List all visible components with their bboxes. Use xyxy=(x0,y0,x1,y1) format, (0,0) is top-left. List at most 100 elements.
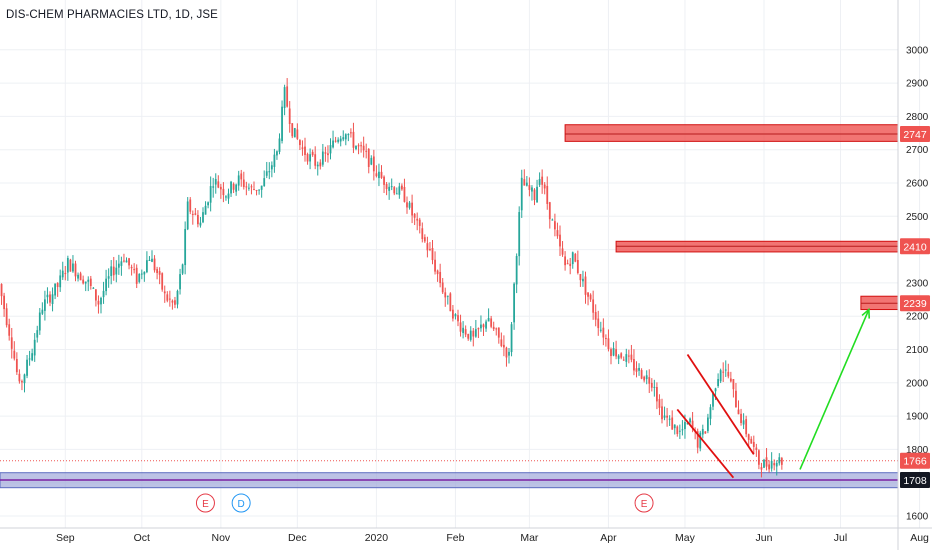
price-tick-label: 2700 xyxy=(906,145,929,156)
chart-title: DIS-CHEM PHARMACIES LTD, 1D, JSE xyxy=(6,9,218,21)
candle-body xyxy=(464,329,467,335)
candle-body xyxy=(26,359,28,376)
candle-body xyxy=(707,417,709,432)
candle-body xyxy=(408,202,411,208)
candle-body xyxy=(130,266,133,269)
candle-body xyxy=(719,370,722,382)
candle-body xyxy=(740,413,742,424)
candle-body xyxy=(681,429,684,431)
candle-body xyxy=(107,276,110,279)
candle-body xyxy=(163,291,166,294)
candle-body xyxy=(492,326,495,330)
candle-body xyxy=(503,344,505,348)
candle-body xyxy=(556,230,559,237)
candle-body xyxy=(23,374,26,384)
candle-body xyxy=(528,185,531,190)
candle-body xyxy=(627,355,630,357)
price-tick-label: 2600 xyxy=(906,179,929,190)
price-tick-label: 3000 xyxy=(906,45,929,56)
price-tick-label: 2100 xyxy=(906,345,929,356)
candle-body xyxy=(156,269,158,274)
candle-body xyxy=(612,348,615,356)
candle-body xyxy=(426,243,429,251)
candle-body xyxy=(617,355,620,359)
candle-body xyxy=(395,193,398,195)
candle-body xyxy=(579,274,582,281)
candle-body xyxy=(260,185,263,190)
candle-body xyxy=(212,186,215,188)
candle-body xyxy=(689,418,691,423)
candle-body xyxy=(316,164,319,167)
candle-body xyxy=(0,284,3,297)
candle-body xyxy=(235,184,238,192)
candle-body xyxy=(487,318,490,322)
candle-body xyxy=(515,256,518,285)
candle-body xyxy=(663,415,666,418)
candle-body xyxy=(505,347,508,358)
candle-body xyxy=(561,248,564,255)
candle-body xyxy=(385,184,388,189)
last-price-label-bg xyxy=(900,452,930,469)
event-marker-label: D xyxy=(238,499,245,510)
candle-body xyxy=(599,329,602,331)
time-tick-label: May xyxy=(675,532,696,544)
candle-body xyxy=(194,213,197,215)
candle-body xyxy=(587,292,589,297)
candle-body xyxy=(459,322,462,332)
time-tick-label: Sep xyxy=(56,532,75,544)
candle-body xyxy=(15,358,18,373)
candle-body xyxy=(755,447,758,450)
support-price-label-bg xyxy=(900,472,930,489)
candle-body xyxy=(293,128,296,138)
candle-body xyxy=(520,177,523,211)
candle-body xyxy=(403,186,406,202)
candle-body xyxy=(344,134,347,140)
candle-body xyxy=(370,157,373,165)
candle-body xyxy=(569,263,572,267)
price-tick-label: 2200 xyxy=(906,312,929,323)
candle-body xyxy=(638,367,640,371)
candle-body xyxy=(286,86,289,107)
candle-body xyxy=(434,259,436,272)
time-tick-label: Apr xyxy=(600,532,617,544)
candle-body xyxy=(84,281,87,284)
time-tick-label: Aug xyxy=(910,532,929,544)
candle-body xyxy=(773,463,776,466)
candle-body xyxy=(541,176,544,185)
candle-body xyxy=(661,406,663,420)
candle-body xyxy=(510,324,513,353)
candle-body xyxy=(46,294,49,298)
candle-body xyxy=(778,457,781,464)
candle-body xyxy=(635,368,638,372)
candle-body xyxy=(314,154,317,166)
candle-body xyxy=(28,358,31,360)
candle-body xyxy=(352,131,355,148)
candle-body xyxy=(760,467,763,470)
candle-body xyxy=(245,186,248,188)
candle-body xyxy=(742,420,745,425)
candle-body xyxy=(666,415,668,418)
candle-body xyxy=(752,441,755,447)
candle-body xyxy=(176,290,179,305)
candle-body xyxy=(439,271,442,284)
candle-body xyxy=(592,299,595,313)
candle-body xyxy=(701,428,704,435)
candle-body xyxy=(543,184,546,189)
candle-body xyxy=(355,145,357,150)
candle-body xyxy=(171,300,174,303)
candle-body xyxy=(594,312,597,320)
candle-body xyxy=(482,324,485,328)
candle-body xyxy=(38,312,41,331)
time-tick-label: Dec xyxy=(288,532,307,544)
candle-body xyxy=(72,263,74,272)
price-tick-label: 1800 xyxy=(906,445,929,456)
candle-body xyxy=(281,106,283,141)
candle-body xyxy=(380,171,383,178)
candle-body xyxy=(248,187,250,189)
candle-body xyxy=(684,421,686,430)
candle-body xyxy=(574,253,577,262)
candle-body xyxy=(462,327,464,333)
candle-body xyxy=(5,308,8,326)
price-tick-label: 2800 xyxy=(906,112,929,123)
candle-body xyxy=(79,273,82,281)
